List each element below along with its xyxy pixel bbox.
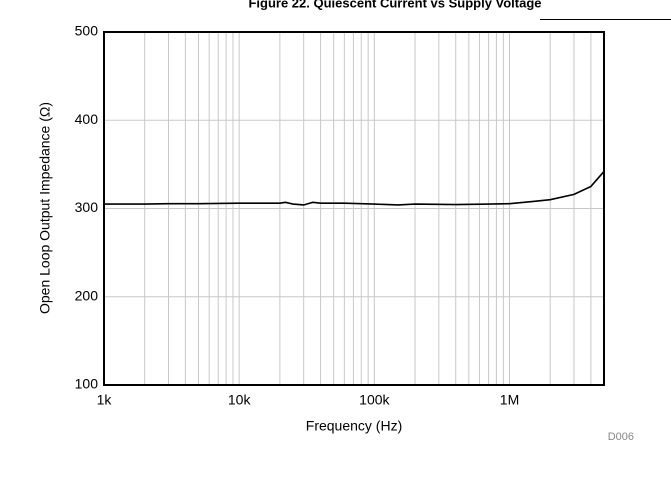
y-tick-label: 200 <box>75 287 99 303</box>
y-tick-label: 400 <box>75 111 99 127</box>
data-line <box>104 170 605 206</box>
plot-frame <box>103 31 605 386</box>
y-axis-label: Open Loop Output Impedance (Ω) <box>37 102 53 314</box>
y-tick-label: 100 <box>75 376 99 392</box>
x-axis-label: Frequency (Hz) <box>306 418 402 434</box>
figure-code: D006 <box>608 431 634 443</box>
y-tick-label: 300 <box>75 199 99 215</box>
x-tick-label: 1k <box>97 392 113 408</box>
chart-title: Figure 22. Quiescent Current vs Supply V… <box>248 0 541 10</box>
x-tick-label: 10k <box>228 392 252 408</box>
x-tick-label: 100k <box>359 392 390 408</box>
x-tick-label: 1M <box>500 392 519 408</box>
y-tick-label: 500 <box>75 23 99 39</box>
